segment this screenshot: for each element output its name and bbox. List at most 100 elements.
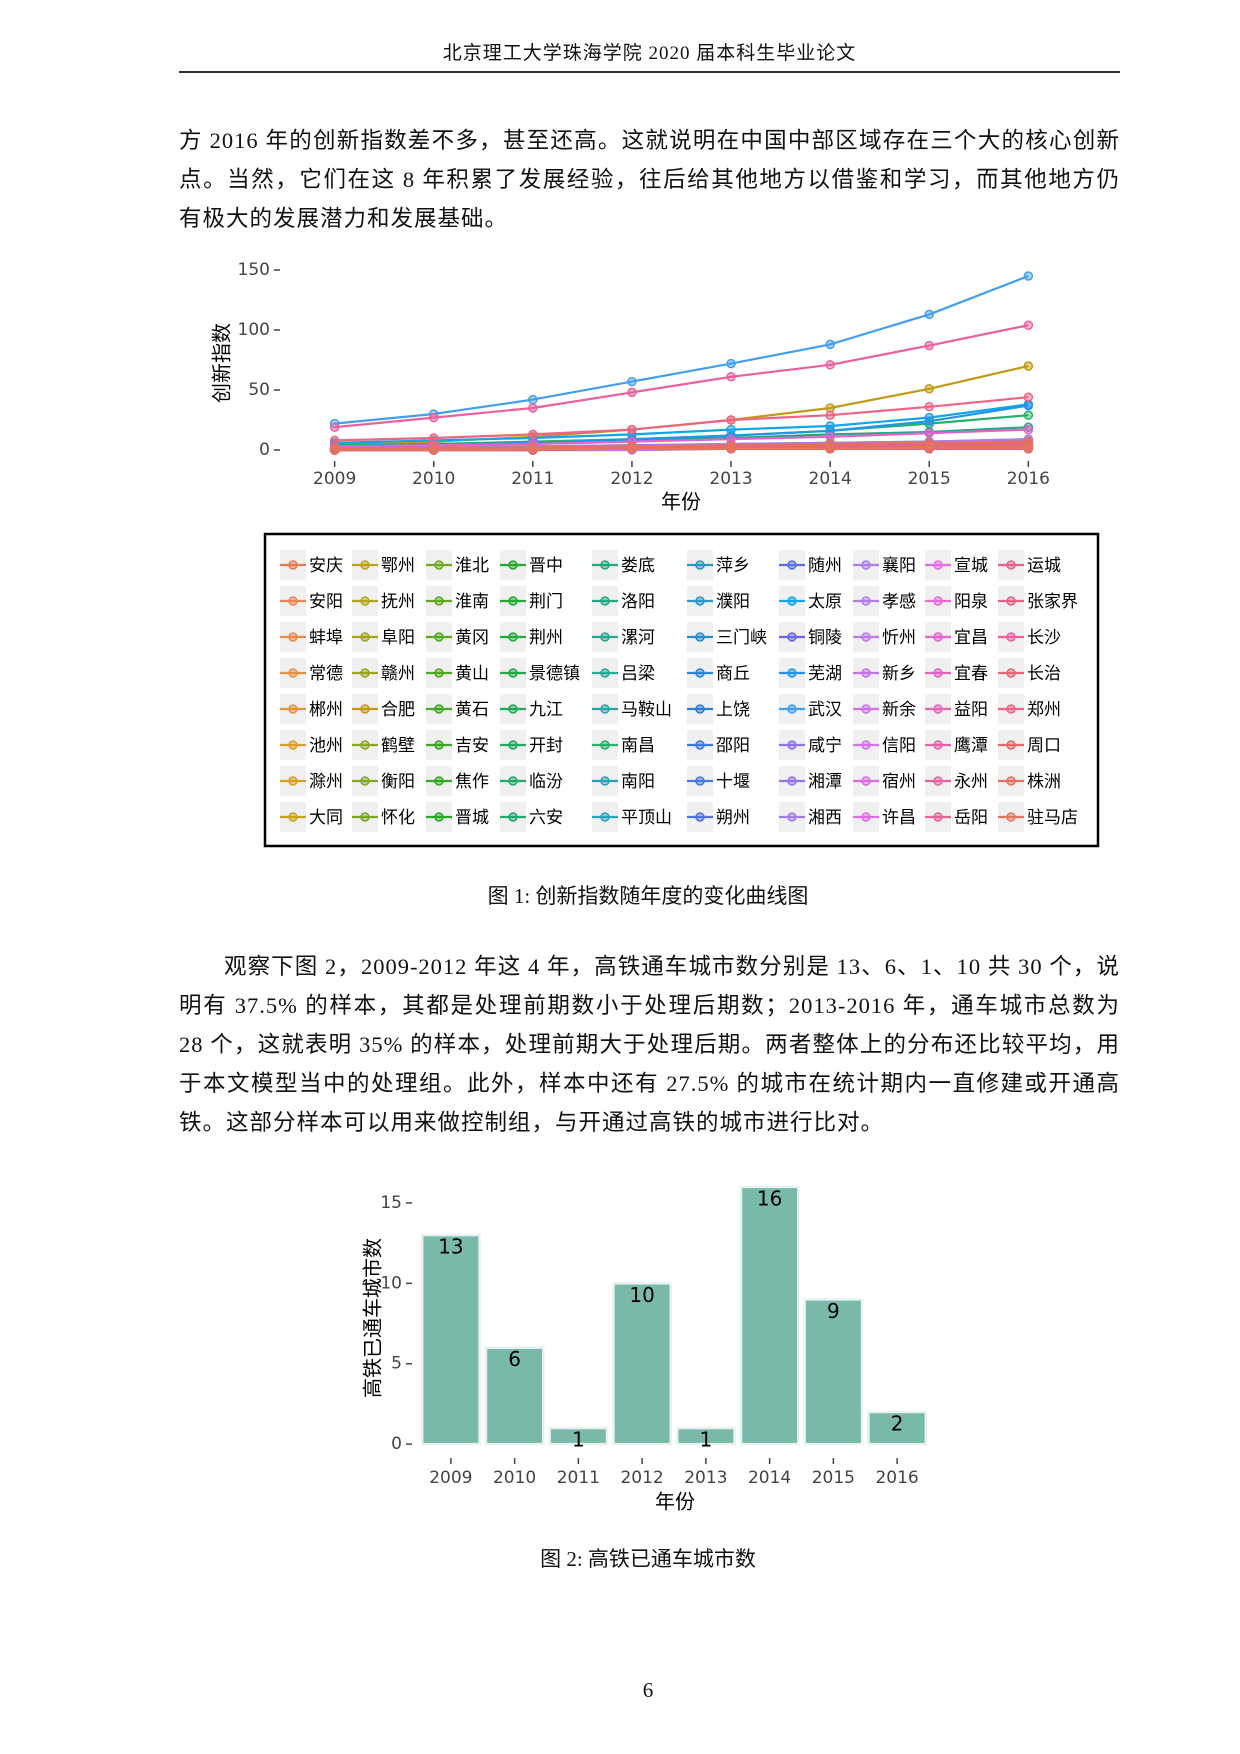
legend-key xyxy=(1006,704,1016,714)
legend-label: 宿州 xyxy=(882,772,916,792)
legend-label: 常德 xyxy=(309,664,343,684)
legend-key xyxy=(861,776,871,786)
value-label: 6 xyxy=(508,1347,521,1371)
legend-key xyxy=(861,632,871,642)
legend-key xyxy=(695,596,705,606)
legend-label: 鹤壁 xyxy=(381,736,415,756)
legend-label: 张家界 xyxy=(1027,592,1078,612)
legend-label: 淮南 xyxy=(455,592,489,612)
legend-label: 忻州 xyxy=(882,628,916,648)
legend-key xyxy=(360,668,370,678)
legend-key xyxy=(508,632,518,642)
legend-key xyxy=(288,596,298,606)
series-line xyxy=(334,324,1029,429)
x-tick-label: 2009 xyxy=(313,469,356,489)
paragraph: 方 2016 年的创新指数差不多，甚至还高。这就说明在中国中部区域存在三个大的核… xyxy=(179,128,1120,231)
legend-label: 漯河 xyxy=(621,628,655,648)
legend-key xyxy=(695,704,705,714)
legend-label: 随州 xyxy=(808,556,842,576)
series-line xyxy=(334,440,1029,450)
legend-key xyxy=(787,560,797,570)
value-label: 1 xyxy=(700,1428,713,1452)
bar xyxy=(484,1346,545,1446)
legend-key xyxy=(933,812,943,822)
legend-key xyxy=(434,776,444,786)
series-line xyxy=(334,438,1029,449)
legend-label: 郴州 xyxy=(309,700,343,720)
value-label: 1 xyxy=(572,1428,585,1452)
legend-key xyxy=(695,776,705,786)
legend-label: 萍乡 xyxy=(716,556,750,576)
legend-label: 太原 xyxy=(808,592,842,612)
x-tick-label: 2014 xyxy=(809,469,852,489)
x-tick-label: 2011 xyxy=(511,469,554,489)
value-label: 9 xyxy=(827,1299,840,1323)
legend-key xyxy=(508,812,518,822)
legend-label: 湘西 xyxy=(808,808,842,828)
x-tick-label: 2010 xyxy=(412,469,455,489)
header: 北京理工大学珠海学院 2020 届本科生毕业论文 xyxy=(442,43,857,64)
data-point xyxy=(1023,424,1034,435)
x-tick-label: 2012 xyxy=(620,1468,663,1488)
data-point xyxy=(924,309,935,320)
legend-label: 吕梁 xyxy=(621,664,655,684)
data-point xyxy=(627,376,637,387)
legend-label: 南昌 xyxy=(621,736,655,756)
legend-key xyxy=(861,596,871,606)
data-point xyxy=(428,445,439,455)
bar xyxy=(548,1426,609,1446)
legend-key xyxy=(787,668,797,678)
legend-label: 朔州 xyxy=(716,808,750,828)
legend-key xyxy=(288,776,298,786)
data-point xyxy=(1023,271,1034,281)
data-point xyxy=(1023,442,1034,453)
legend-key xyxy=(600,776,610,786)
data-point xyxy=(924,340,935,351)
legend-label: 赣州 xyxy=(381,664,415,684)
data-point xyxy=(627,424,637,435)
data-point xyxy=(1023,361,1034,371)
data-point xyxy=(627,387,637,398)
legend-key xyxy=(695,632,705,642)
data-point xyxy=(1023,410,1034,420)
legend-key xyxy=(695,668,705,678)
data-point xyxy=(329,422,340,432)
legend-key xyxy=(288,740,298,750)
data-point xyxy=(924,428,935,438)
y-tick-label: 0 xyxy=(391,1434,402,1454)
value-label: 2 xyxy=(891,1411,904,1435)
legend-key xyxy=(360,776,370,786)
legend-key xyxy=(360,632,370,642)
legend-key xyxy=(933,704,943,714)
legend-key xyxy=(1006,812,1016,822)
legend-label: 三门峡 xyxy=(716,628,767,648)
legend-key xyxy=(434,596,444,606)
value-label: 10 xyxy=(629,1283,654,1307)
legend-key xyxy=(1006,740,1016,750)
legend-label: 淮北 xyxy=(455,556,489,576)
bar xyxy=(612,1282,673,1446)
legend-label: 芜湖 xyxy=(808,664,842,684)
legend-label: 黄冈 xyxy=(455,628,489,648)
legend-label: 郑州 xyxy=(1027,700,1061,720)
y-tick-label: 100 xyxy=(238,320,270,340)
legend-label: 湘潭 xyxy=(808,772,842,792)
legend-label: 岳阳 xyxy=(954,808,988,828)
legend-label: 周口 xyxy=(1027,736,1061,756)
legend-label: 阳泉 xyxy=(954,592,988,612)
page-number: 6 xyxy=(642,1678,654,1702)
data-point xyxy=(825,444,835,454)
legend-key xyxy=(600,704,610,714)
legend-label: 宜春 xyxy=(954,664,988,684)
series-line xyxy=(334,396,1029,442)
legend-label: 驻马店 xyxy=(1027,808,1078,828)
legend-key xyxy=(434,812,444,822)
data-point xyxy=(528,444,538,454)
legend-box xyxy=(263,532,1100,848)
series-line xyxy=(334,403,1029,444)
bar xyxy=(739,1185,800,1446)
legend-key xyxy=(360,560,370,570)
legend-label: 株洲 xyxy=(1027,772,1061,792)
legend-label: 南阳 xyxy=(621,772,655,792)
